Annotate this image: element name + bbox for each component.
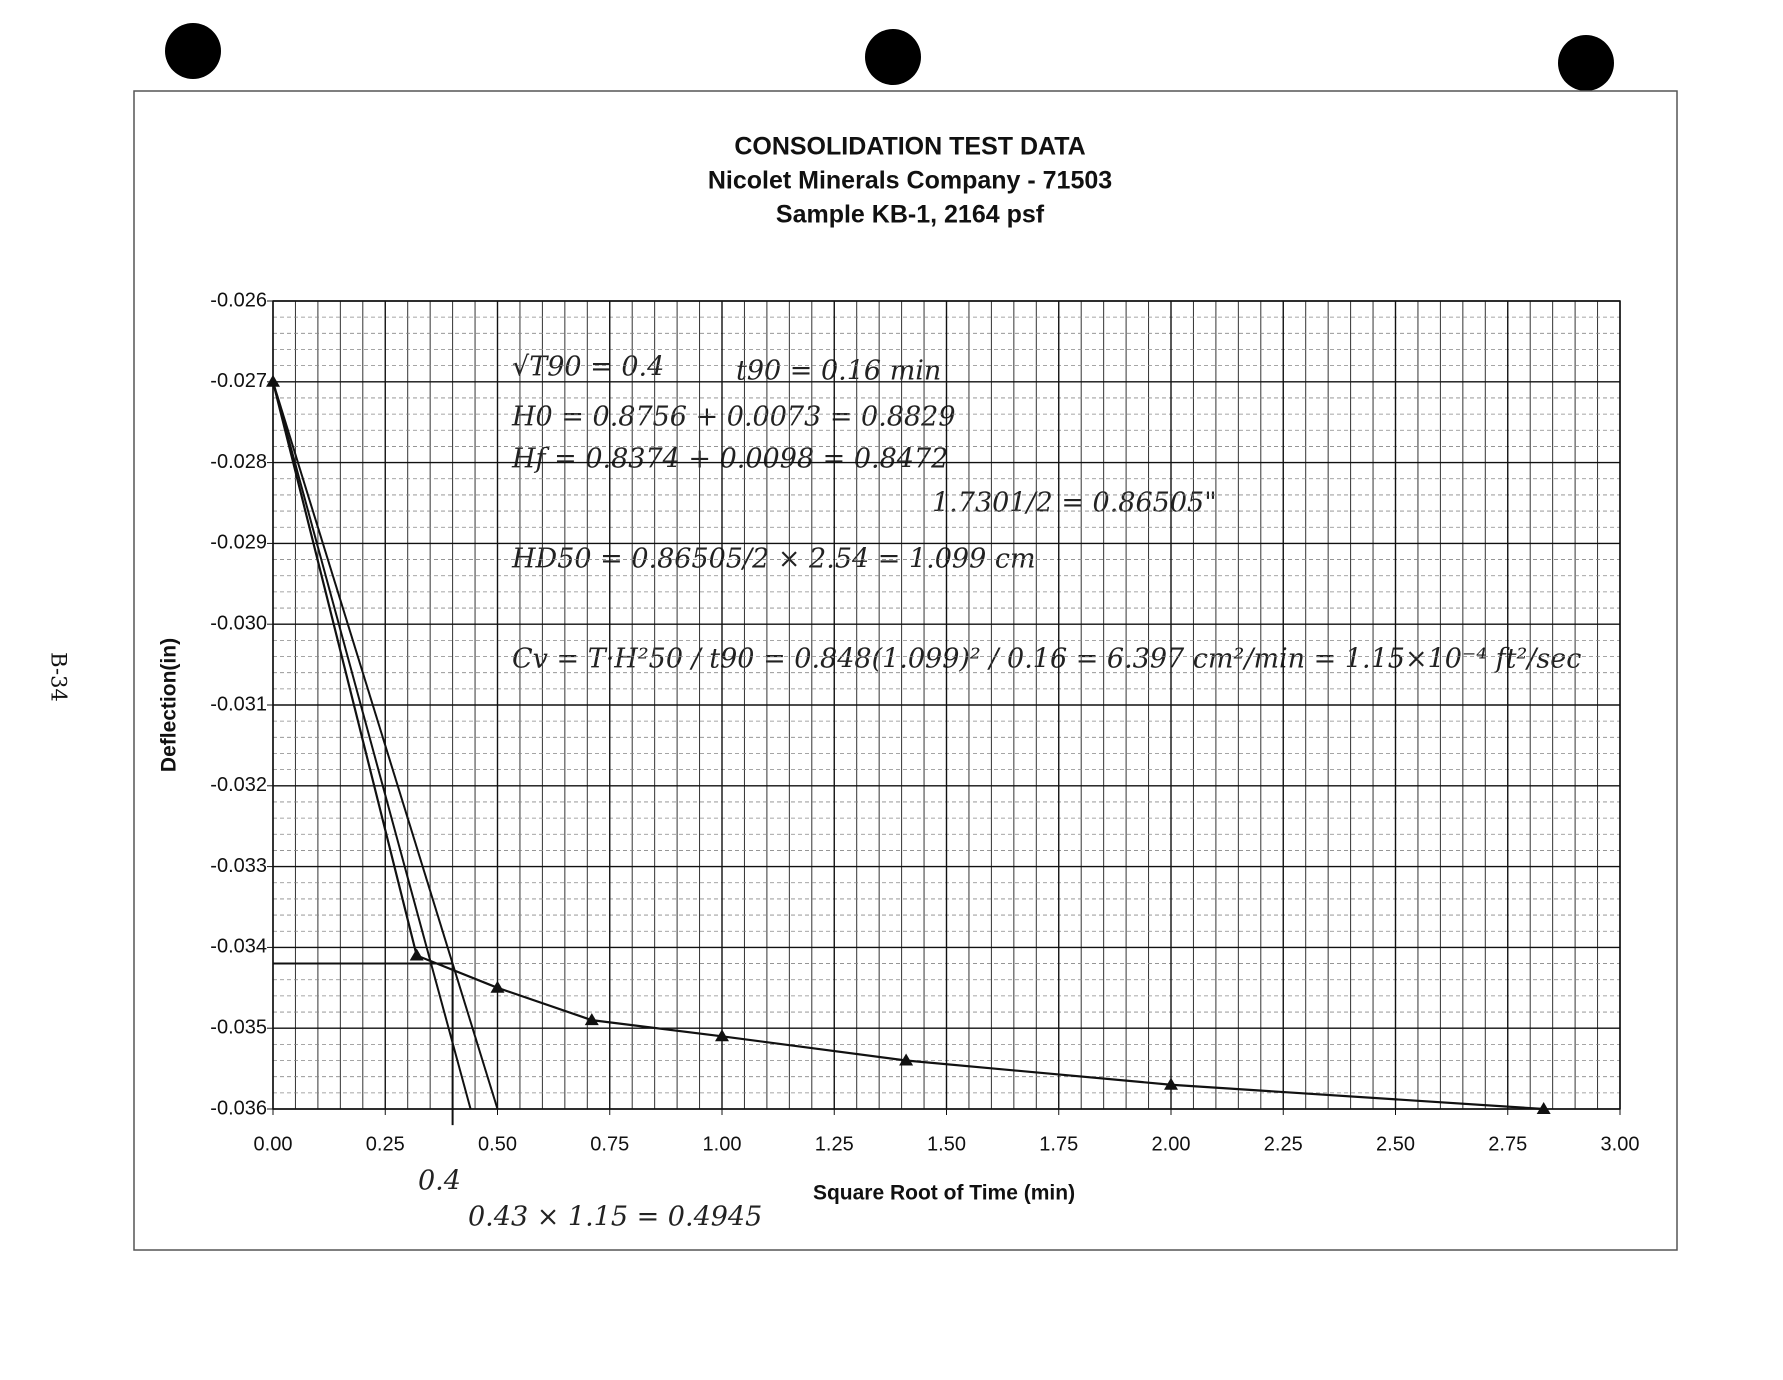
x-tick-label: 2.00	[1152, 1133, 1191, 1155]
handwritten-note: √T90 = 0.4	[512, 352, 664, 383]
page-label: B-34	[47, 652, 71, 702]
x-tick-label: 1.00	[703, 1133, 742, 1155]
plot-border	[272, 300, 1621, 1110]
y-tick-label: -0.036	[210, 1097, 267, 1119]
x-tick-label: 1.75	[1039, 1133, 1078, 1155]
y-tick-label: -0.027	[210, 370, 267, 392]
x-tick-label: 0.75	[590, 1133, 629, 1155]
data-point	[1164, 1077, 1178, 1090]
x-tick-label: 0.25	[366, 1133, 405, 1155]
handwritten-note: 0.43 × 1.15 = 0.4945	[468, 1202, 762, 1233]
y-tick-label: -0.029	[210, 532, 267, 554]
punch-hole	[1558, 35, 1614, 91]
handwritten-note: 1.7301/2 = 0.86505"	[932, 488, 1217, 519]
x-tick-label: 1.50	[927, 1133, 966, 1155]
data-point	[490, 980, 505, 993]
handwritten-note: Cv = T·H²50 / t90 = 0.848(1.099)² / 0.16…	[512, 644, 1581, 675]
handwritten-note: HD50 = 0.86505/2 × 2.54 = 1.099 cm	[511, 544, 1036, 575]
y-axis-label: Deflection(in)	[158, 638, 181, 772]
data-point	[1536, 1102, 1551, 1114]
x-tick-label: 2.50	[1376, 1133, 1415, 1155]
x-tick-label: 2.75	[1488, 1133, 1527, 1155]
y-tick-label: -0.028	[210, 451, 267, 473]
construction-line	[272, 381, 499, 1110]
y-tick-label: -0.030	[210, 612, 267, 634]
handwritten-note: 0.4	[418, 1166, 461, 1197]
x-tick-label: 1.25	[815, 1133, 854, 1155]
x-tick-label: 0.00	[254, 1133, 293, 1155]
chart-subtitle: Nicolet Minerals Company - 71503	[708, 167, 1112, 195]
x-tick-label: 3.00	[1601, 1133, 1640, 1155]
y-tick-label: -0.032	[210, 774, 267, 796]
x-tick-label: 2.25	[1264, 1133, 1303, 1155]
y-tick-label: -0.031	[210, 693, 267, 715]
y-tick-label: -0.033	[210, 855, 267, 877]
x-axis-label: Square Root of Time (min)	[813, 1182, 1075, 1205]
data-point	[584, 1013, 599, 1026]
construction-line	[272, 381, 472, 1110]
handwritten-note: H0 = 0.8756 + 0.0073 = 0.8829	[511, 402, 956, 433]
data-point	[409, 948, 424, 961]
punch-hole	[865, 29, 921, 85]
x-tick-label: 0.50	[478, 1133, 517, 1155]
y-tick-label: -0.034	[210, 936, 267, 958]
chart-title: CONSOLIDATION TEST DATA	[734, 133, 1085, 161]
data-line	[271, 381, 1544, 1111]
handwritten-note: Hf = 0.8374 + 0.0098 = 0.8472	[511, 444, 948, 475]
chart-subtitle: Sample KB-1, 2164 psf	[776, 201, 1045, 229]
data-point	[266, 374, 280, 387]
y-tick-label: -0.035	[210, 1016, 267, 1038]
plot-area: 0.00 0.25 0.50 0.75 1.00 1.25 1.50 1.75 2.00 2.25…	[210, 289, 1639, 1155]
y-tick-label: -0.026	[210, 289, 267, 311]
data-point	[899, 1053, 914, 1066]
page-frame	[133, 90, 1678, 1251]
data-point	[715, 1029, 729, 1042]
punch-hole	[165, 23, 221, 79]
